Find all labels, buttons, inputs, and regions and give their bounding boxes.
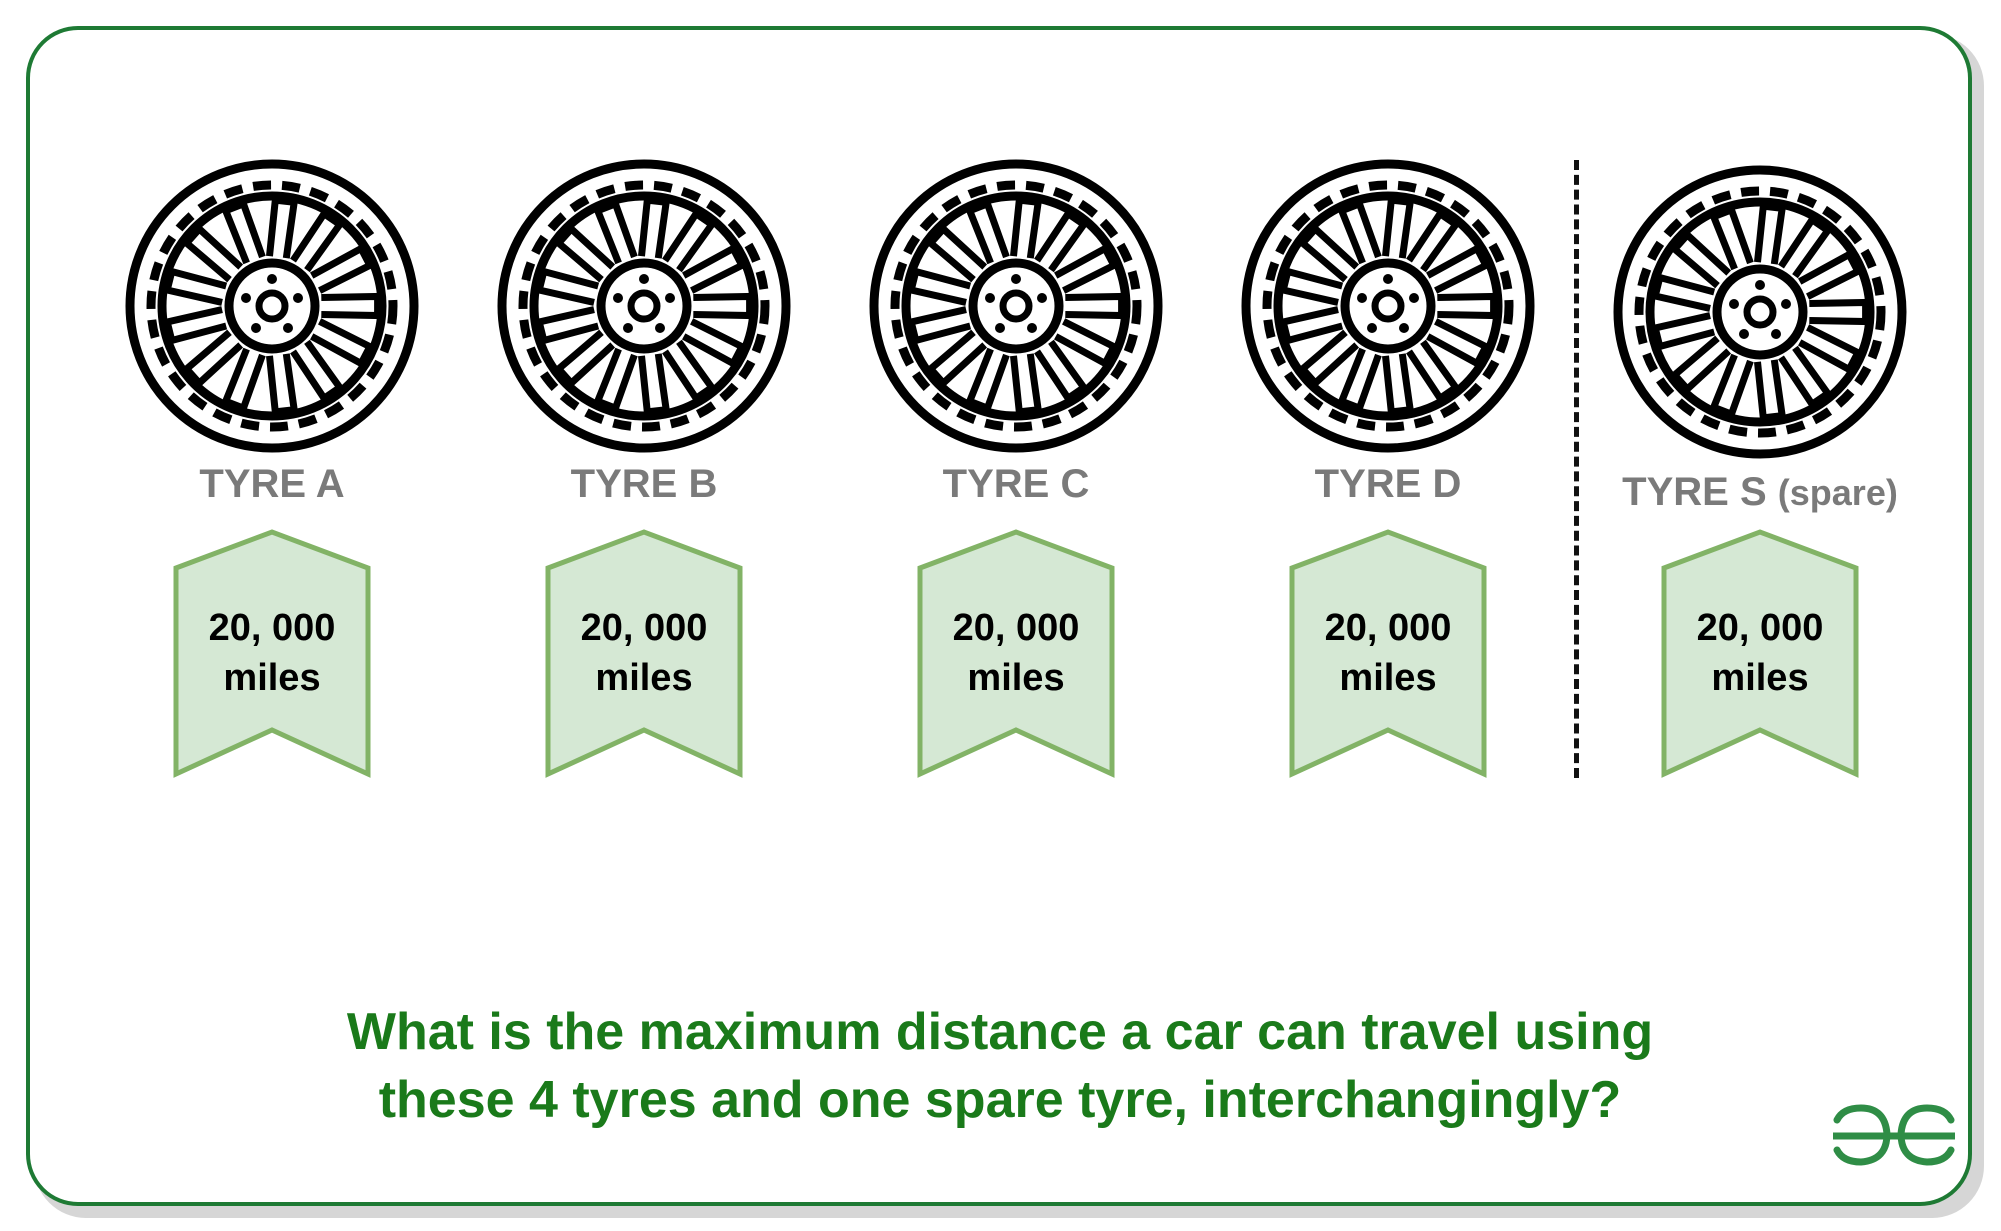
tyre-label: TYRE A (62, 462, 482, 507)
mileage-label: 20, 000 miles (177, 603, 367, 703)
tyre-name: TYRE C (942, 462, 1090, 506)
mileage-unit: miles (595, 657, 693, 699)
mileage-label: 20, 000 miles (549, 603, 739, 703)
mileage-unit: miles (967, 657, 1065, 699)
tyre-name: TYRE D (1314, 462, 1462, 506)
tyre-label: TYRE S (spare) (1550, 470, 1970, 515)
tyre-label: TYRE D (1178, 462, 1598, 507)
question-line-1: What is the maximum distance a car can t… (346, 1003, 1654, 1061)
spare-divider (1574, 160, 1579, 778)
wheel-icon (866, 156, 1166, 456)
mileage-value: 20, 000 (1324, 607, 1452, 649)
tyre-label: TYRE C (806, 462, 1226, 507)
wheel-icon (1610, 162, 1910, 462)
wheel-icon (494, 156, 794, 456)
mileage-value: 20, 000 (1696, 607, 1824, 649)
mileage-label: 20, 000 miles (1293, 603, 1483, 703)
mileage-unit: miles (223, 657, 321, 699)
mileage-value: 20, 000 (580, 607, 708, 649)
mileage-unit: miles (1711, 657, 1809, 699)
tyre-name: TYRE A (199, 462, 345, 506)
question-text: What is the maximum distance a car can t… (100, 998, 1900, 1134)
tyre-label: TYRE B (434, 462, 854, 507)
tyre-name: TYRE S (1622, 470, 1767, 514)
tyre-spare-suffix: (spare) (1777, 472, 1898, 513)
mileage-value: 20, 000 (952, 607, 1080, 649)
wheel-icon (122, 156, 422, 456)
mileage-label: 20, 000 miles (1665, 603, 1855, 703)
mileage-value: 20, 000 (208, 607, 336, 649)
gfg-logo-icon (1833, 1104, 1955, 1166)
wheel-icon (1238, 156, 1538, 456)
mileage-label: 20, 000 miles (921, 603, 1111, 703)
mileage-unit: miles (1339, 657, 1437, 699)
tyre-name: TYRE B (570, 462, 718, 506)
question-line-2: these 4 tyres and one spare tyre, interc… (378, 1071, 1622, 1129)
